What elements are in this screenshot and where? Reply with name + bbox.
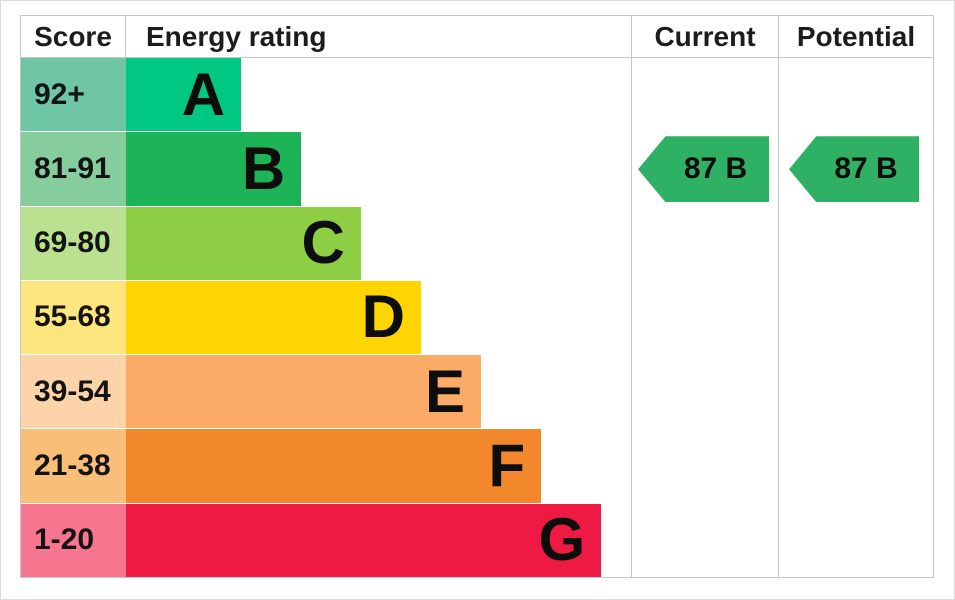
potential-slot-a (779, 58, 933, 132)
rating-bar-f: F (126, 429, 542, 503)
score-range-f: 21-38 (21, 429, 126, 503)
current-slot-c (632, 206, 778, 280)
current-slot-b: 87 B (632, 132, 778, 206)
potential-column: 87 B (778, 58, 933, 577)
rating-letter-g: G (538, 506, 586, 574)
rating-letter-c: C (301, 209, 345, 277)
band-row-g: 1-20 G (21, 503, 631, 577)
bar-area-b: B (126, 132, 631, 206)
bar-area-d: D (126, 280, 631, 355)
potential-slot-g (779, 503, 933, 577)
score-range-e: 39-54 (21, 355, 126, 429)
score-range-b: 81-91 (21, 132, 126, 206)
epc-table: Score Energy rating Current Potential 92… (20, 15, 934, 578)
score-range-a: 92+ (21, 58, 126, 132)
table-body: 92+ A 81-91 B 69-80 C 55-68 D 39-54 E 21-38 F 1-20 G … (21, 58, 933, 577)
band-row-e: 39-54 E (21, 355, 631, 430)
current-slot-g (632, 503, 778, 577)
band-row-b: 81-91 B (21, 132, 631, 207)
bar-area-e: E (126, 355, 631, 429)
potential-rating-arrow: 87 B (789, 136, 919, 203)
current-slot-a (632, 58, 778, 132)
potential-slot-c (779, 206, 933, 280)
current-column-header: Current (631, 16, 778, 57)
rating-bar-c: C (126, 206, 361, 280)
potential-column-header: Potential (778, 16, 933, 57)
band-row-d: 55-68 D (21, 280, 631, 356)
rating-letter-d: D (361, 283, 405, 351)
bar-area-c: C (126, 206, 631, 280)
band-row-a: 92+ A (21, 58, 631, 133)
rating-letter-b: B (241, 134, 286, 202)
rating-letter-e: E (424, 357, 465, 425)
rating-bar-d: D (126, 280, 421, 355)
energy-rating-column-header: Energy rating (146, 20, 327, 52)
current-slot-d (632, 280, 778, 354)
potential-slot-b: 87 B (779, 132, 933, 206)
score-range-d: 55-68 (21, 280, 126, 355)
rating-letter-a: A (181, 60, 226, 128)
rating-bar-g: G (126, 503, 602, 577)
table-header-row: Score Energy rating Current Potential (21, 16, 933, 58)
potential-slot-f (779, 429, 933, 503)
bar-area-g: G (126, 503, 631, 577)
band-rows: 92+ A 81-91 B 69-80 C 55-68 D 39-54 E 21-38 F 1-20 G (21, 58, 631, 577)
current-slot-f (632, 429, 778, 503)
potential-slot-e (779, 355, 933, 429)
score-range-g: 1-20 (21, 503, 126, 577)
rating-bar-a: A (126, 58, 242, 132)
rating-bar-b: B (126, 132, 302, 206)
rating-bar-e: E (126, 355, 481, 429)
score-range-c: 69-80 (21, 206, 126, 280)
rating-letter-f: F (488, 432, 526, 500)
band-row-f: 21-38 F (21, 429, 631, 504)
current-slot-e (632, 355, 778, 429)
score-column-header: Score (21, 16, 126, 57)
current-rating-arrow: 87 B (638, 136, 769, 203)
band-row-c: 69-80 C (21, 206, 631, 281)
current-column: 87 B (631, 58, 778, 577)
bar-area-f: F (126, 429, 631, 503)
potential-slot-d (779, 280, 933, 354)
bar-area-a: A (126, 58, 631, 132)
